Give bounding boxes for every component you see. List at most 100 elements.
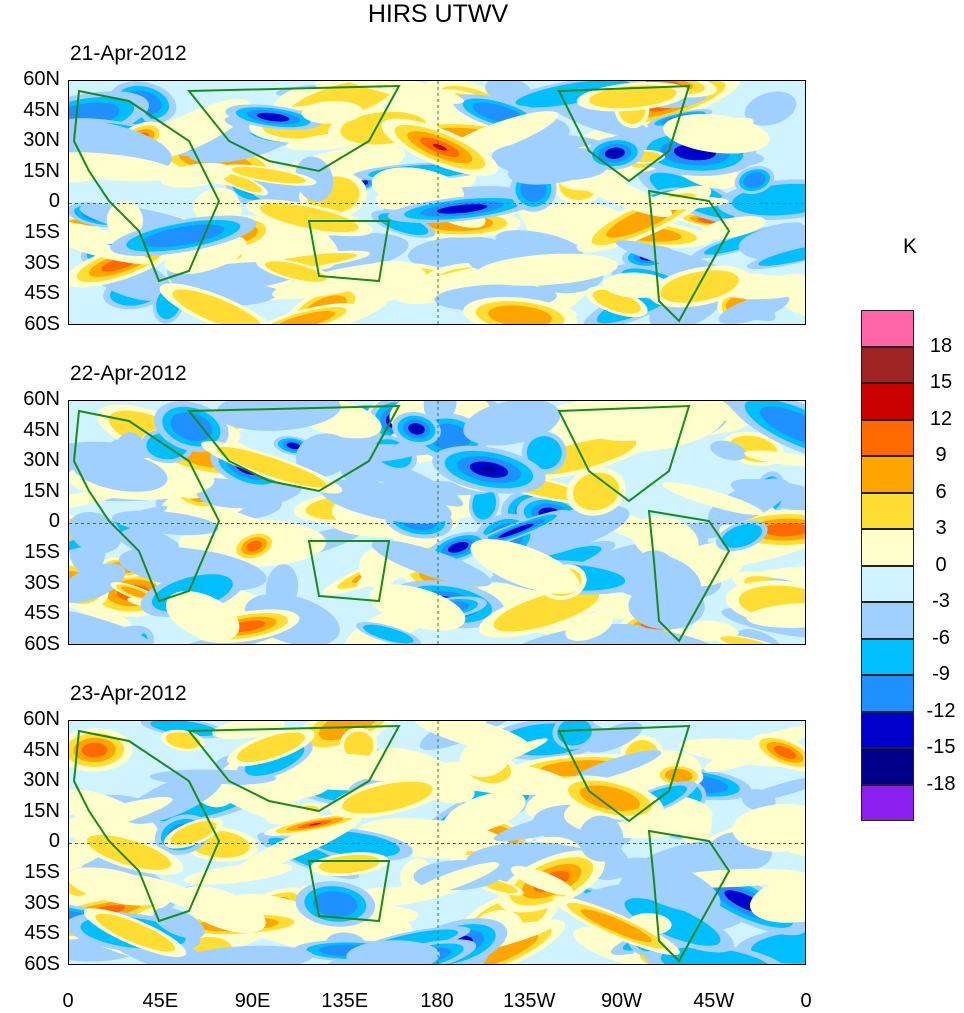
- colorbar-swatch: [861, 383, 914, 420]
- anomaly-field: [69, 721, 805, 964]
- lat-tick-label: 30S: [24, 891, 60, 914]
- anomaly-contour: [510, 866, 574, 896]
- anomaly-contour: [657, 401, 735, 422]
- lat-tick-label: 15S: [24, 861, 60, 883]
- anomaly-contour: [319, 479, 452, 524]
- lon-tick-label: 45E: [142, 990, 179, 1012]
- anomaly-contour: [470, 539, 580, 594]
- anomaly-contour: [586, 722, 643, 753]
- anomaly-contour: [275, 310, 335, 324]
- anomaly-contour: [773, 746, 797, 759]
- lat-tick-label: 0: [48, 190, 60, 213]
- anomaly-contour: [743, 172, 766, 188]
- coastline: [647, 829, 731, 963]
- anomaly-contour: [410, 862, 500, 898]
- colorbar-label: 6: [935, 480, 947, 503]
- anomaly-contour: [69, 867, 165, 906]
- lat-tick-label: 60N: [23, 708, 60, 730]
- colorbar-swatch: [861, 456, 914, 493]
- lon-tick-label: 90E: [234, 990, 271, 1012]
- colorbar-label: -15: [926, 736, 956, 758]
- lat-tick-label: 30S: [24, 571, 60, 594]
- lat-tick-label: 0: [48, 510, 60, 533]
- anomaly-contour: [441, 721, 492, 735]
- anomaly-contour: [436, 204, 488, 214]
- anomaly-contour: [256, 112, 290, 122]
- anomaly-contour: [286, 442, 301, 450]
- anomaly-contour: [344, 731, 374, 760]
- anomaly-contour: [732, 804, 805, 852]
- coastline: [647, 189, 731, 323]
- anomaly-contour: [142, 224, 225, 248]
- anomaly-contour: [369, 584, 466, 631]
- anomaly-contour: [371, 167, 464, 210]
- colorbar-swatch: [861, 346, 914, 383]
- anomaly-contour: [663, 113, 770, 154]
- anomaly-contour: [69, 219, 122, 245]
- anomaly-contour: [423, 401, 457, 423]
- anomaly-contour: [746, 602, 805, 628]
- colorbar-swatch: [861, 748, 914, 785]
- lon-tick-label: 135W: [503, 990, 556, 1012]
- anomaly-field: [69, 401, 805, 644]
- lat-tick-label: 60S: [24, 952, 60, 975]
- anomaly-contour: [69, 563, 126, 603]
- anomaly-contour: [495, 230, 584, 261]
- anomaly-contour: [707, 478, 790, 526]
- anomaly-contour: [231, 166, 306, 184]
- anomaly-contour: [113, 432, 146, 473]
- lat-tick-label: 45N: [23, 98, 60, 121]
- colorbar: [861, 310, 914, 821]
- anomaly-contour: [259, 203, 359, 233]
- coastline: [186, 724, 401, 813]
- anomaly-contour: [557, 721, 592, 746]
- lat-tick-label: 60S: [24, 632, 60, 655]
- anomaly-contour: [69, 607, 160, 644]
- lat-tick-label: 15N: [23, 159, 60, 182]
- anomaly-contour: [165, 732, 201, 749]
- anomaly-contour: [662, 482, 763, 516]
- colorbar-swatch: [861, 711, 914, 748]
- colorbar-unit: K: [903, 235, 918, 258]
- colorbar-label: -6: [932, 626, 950, 649]
- colorbar-swatch: [861, 602, 914, 639]
- lon-tick-label: 0: [800, 990, 812, 1012]
- anomaly-contour: [432, 143, 447, 151]
- anomaly-contour: [573, 472, 620, 511]
- anomaly-contour: [415, 820, 511, 853]
- anomaly-contour: [660, 270, 739, 303]
- anomaly-contour: [463, 401, 561, 446]
- anomaly-contour: [509, 528, 523, 534]
- anomaly-contour: [617, 857, 721, 913]
- anomaly-contour: [237, 815, 362, 874]
- lat-tick-label: 60S: [24, 312, 60, 335]
- anomaly-contour: [749, 872, 805, 923]
- lat-tick-label: 30N: [23, 129, 60, 152]
- panel-date: 21-Apr-2012: [70, 42, 187, 65]
- colorbar-label: 3: [935, 517, 947, 539]
- anomaly-contour: [240, 172, 312, 210]
- lon-tick-label: 0: [62, 990, 74, 1012]
- colorbar-swatch: [861, 638, 914, 675]
- anomaly-contour: [111, 510, 219, 536]
- coastline: [307, 540, 391, 603]
- map-panel: [68, 400, 806, 645]
- colorbar-swatch: [861, 419, 914, 456]
- anomaly-contour: [624, 898, 721, 946]
- colorbar-label: -9: [932, 663, 950, 685]
- colorbar-label: -12: [926, 699, 956, 722]
- lat-tick-label: 15N: [23, 799, 60, 822]
- anomaly-contour: [363, 624, 414, 644]
- anomaly-contour: [710, 440, 747, 461]
- lat-tick-label: 45N: [23, 738, 60, 761]
- anomaly-contour: [472, 487, 497, 520]
- anomaly-contour: [153, 907, 205, 939]
- anomaly-contour: [572, 750, 662, 783]
- anomaly-contour: [318, 721, 382, 741]
- coastline: [72, 409, 221, 603]
- coastline: [307, 220, 391, 283]
- anomaly-contour: [371, 540, 492, 587]
- anomaly-contour: [758, 243, 805, 266]
- anomaly-contour: [507, 148, 608, 185]
